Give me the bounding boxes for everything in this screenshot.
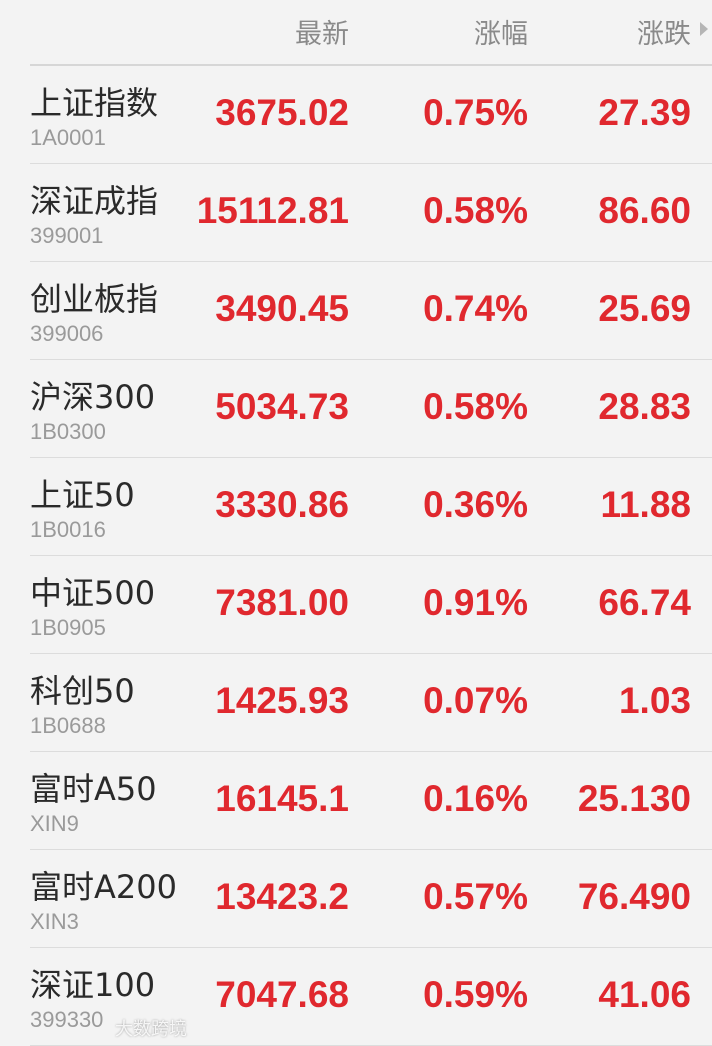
change-percent: 0.74% xyxy=(423,288,528,329)
index-name: 沪深300 xyxy=(30,378,156,416)
index-row[interactable]: 沪深300 1B0300 5034.73 0.58% 28.83 xyxy=(30,360,712,458)
latest-price: 1425.93 xyxy=(215,680,349,721)
latest-price: 15112.81 xyxy=(196,190,349,231)
index-row[interactable]: 上证指数 1A0001 3675.02 0.75% 27.39 xyxy=(30,66,712,164)
index-name: 中证500 xyxy=(30,574,156,612)
change-amount: 1.03 xyxy=(618,680,691,721)
index-code: 1B0905 xyxy=(30,615,106,640)
index-list: 上证指数 1A0001 3675.02 0.75% 27.39 深证成指 3990… xyxy=(0,66,712,1046)
latest-price: 3330.86 xyxy=(215,484,349,525)
index-name: 深证100 xyxy=(30,966,156,1004)
index-row[interactable]: 科创50 1B0688 1425.93 0.07% 1.03 xyxy=(30,654,712,752)
index-name: 深证成指 xyxy=(30,182,159,220)
latest-price: 3675.02 xyxy=(215,92,349,133)
index-name: 科创50 xyxy=(30,672,135,710)
index-name: 富时A200 xyxy=(30,868,177,906)
header-change-pct[interactable]: 涨幅 xyxy=(474,19,528,50)
index-name: 上证指数 xyxy=(30,84,159,122)
change-amount: 76.490 xyxy=(577,876,691,917)
latest-price: 5034.73 xyxy=(215,386,349,427)
latest-price: 16145.1 xyxy=(215,778,349,819)
index-row[interactable]: 富时A200 XIN3 13423.2 0.57% 76.490 xyxy=(30,850,712,948)
change-amount: 11.88 xyxy=(600,484,691,525)
change-percent: 0.58% xyxy=(423,190,528,231)
index-name: 上证50 xyxy=(30,476,135,514)
change-percent: 0.59% xyxy=(423,974,528,1015)
change-amount: 41.06 xyxy=(598,974,691,1015)
latest-price: 7381.00 xyxy=(215,582,349,623)
change-percent: 0.36% xyxy=(423,484,528,525)
change-percent: 0.07% xyxy=(423,680,528,721)
index-code: 1B0300 xyxy=(30,419,106,444)
index-code: 399330 xyxy=(30,1007,104,1032)
header-change[interactable]: 涨跌 xyxy=(637,19,691,50)
scroll-right-arrow-icon[interactable] xyxy=(700,22,708,36)
watermark: 大数跨境 xyxy=(115,1019,187,1040)
index-code: XIN9 xyxy=(30,811,79,836)
index-row[interactable]: 富时A50 XIN9 16145.1 0.16% 25.130 xyxy=(30,752,712,850)
index-code: 1B0688 xyxy=(30,713,106,738)
change-percent: 0.58% xyxy=(423,386,528,427)
index-name: 创业板指 xyxy=(30,280,159,318)
change-percent: 0.16% xyxy=(423,778,528,819)
change-amount: 25.69 xyxy=(598,288,691,329)
index-code: 1B0016 xyxy=(30,517,106,542)
index-code: 1A0001 xyxy=(30,125,106,150)
index-code: 399006 xyxy=(30,321,104,346)
index-row[interactable]: 上证50 1B0016 3330.86 0.36% 11.88 xyxy=(30,458,712,556)
index-row[interactable]: 中证500 1B0905 7381.00 0.91% 66.74 xyxy=(30,556,712,654)
change-amount: 86.60 xyxy=(598,190,691,231)
index-name: 富时A50 xyxy=(30,770,157,808)
latest-price: 7047.68 xyxy=(215,974,349,1015)
index-code: XIN3 xyxy=(30,909,79,934)
index-code: 399001 xyxy=(30,223,104,248)
latest-price: 13423.2 xyxy=(215,876,349,917)
change-amount: 28.83 xyxy=(598,386,691,427)
change-amount: 27.39 xyxy=(598,92,691,133)
table-header: 最新 涨幅 涨跌 xyxy=(30,0,712,66)
change-percent: 0.57% xyxy=(423,876,528,917)
index-row[interactable]: 深证成指 399001 15112.81 0.58% 86.60 xyxy=(30,164,712,262)
change-amount: 25.130 xyxy=(577,778,691,819)
index-row[interactable]: 创业板指 399006 3490.45 0.74% 25.69 xyxy=(30,262,712,360)
latest-price: 3490.45 xyxy=(215,288,349,329)
change-percent: 0.91% xyxy=(423,582,528,623)
header-latest[interactable]: 最新 xyxy=(295,19,349,50)
change-amount: 66.74 xyxy=(598,582,691,623)
change-percent: 0.75% xyxy=(423,92,528,133)
